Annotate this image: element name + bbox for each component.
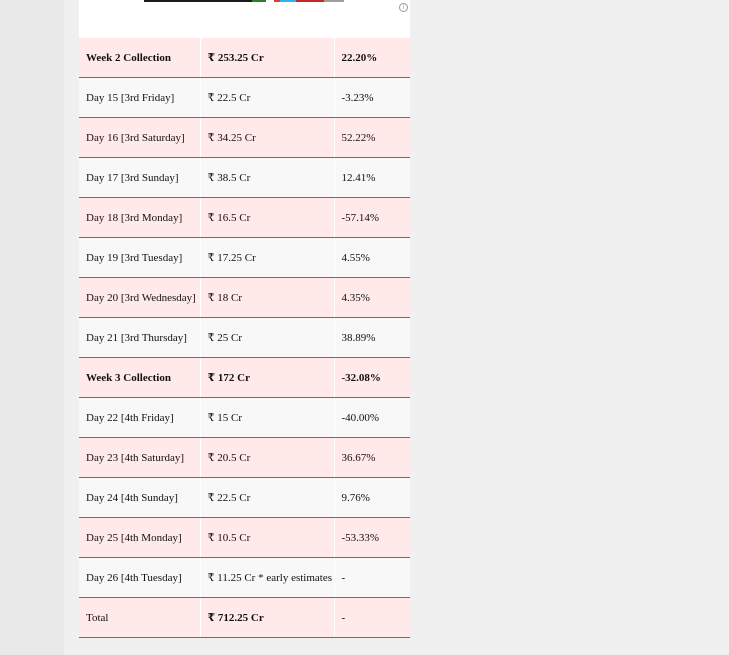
cell-amount: ₹ 18 Cr [200, 277, 335, 318]
cell-amount: ₹ 34.25 Cr [200, 117, 335, 158]
table-row: Total ₹ 712.25 Cr - [79, 597, 410, 638]
cell-amount: ₹ 22.5 Cr [200, 77, 335, 118]
table-row: Day 25 [4th Monday] ₹ 10.5 Cr -53.33% [79, 517, 410, 558]
advertisement-banner[interactable]: i [79, 0, 410, 38]
cell-day: Day 23 [4th Saturday] [79, 437, 201, 478]
cell-amount: ₹ 11.25 Cr * early estimates [200, 557, 335, 598]
table-row: Day 24 [4th Sunday] ₹ 22.5 Cr 9.76% [79, 477, 410, 518]
cell-change: -57.14% [334, 197, 410, 238]
cell-day: Day 25 [4th Monday] [79, 517, 201, 558]
cell-change: 52.22% [334, 117, 410, 158]
cell-amount: ₹ 25 Cr [200, 317, 335, 358]
cell-amount: ₹ 10.5 Cr [200, 517, 335, 558]
cell-day: Total [79, 597, 201, 638]
table-row: Day 26 [4th Tuesday] ₹ 11.25 Cr * early e… [79, 557, 410, 598]
table-row: Day 20 [3rd Wednesday] ₹ 18 Cr 4.35% [79, 277, 410, 318]
cell-day: Day 21 [3rd Thursday] [79, 317, 201, 358]
box-office-table: Week 2 Collection ₹ 253.25 Cr 22.20% Day 15… [79, 38, 410, 638]
table-row: Day 18 [3rd Monday] ₹ 16.5 Cr -57.14% [79, 197, 410, 238]
table-row: Day 21 [3rd Thursday] ₹ 25 Cr 38.89% [79, 317, 410, 358]
cell-amount: ₹ 253.25 Cr [200, 38, 335, 78]
cell-amount: ₹ 172 Cr [200, 357, 335, 398]
cell-day: Week 2 Collection [79, 38, 201, 78]
cell-amount: ₹ 22.5 Cr [200, 477, 335, 518]
cell-change: -40.00% [334, 397, 410, 438]
table-row: Day 17 [3rd Sunday] ₹ 38.5 Cr 12.41% [79, 157, 410, 198]
cell-change: 38.89% [334, 317, 410, 358]
cell-change: -3.23% [334, 77, 410, 118]
cell-day: Day 26 [4th Tuesday] [79, 557, 201, 598]
cell-change: - [334, 557, 410, 598]
cell-day: Week 3 Collection [79, 357, 201, 398]
table-row: Day 19 [3rd Tuesday] ₹ 17.25 Cr 4.55% [79, 237, 410, 278]
cell-day: Day 16 [3rd Saturday] [79, 117, 201, 158]
table-row: Week 3 Collection ₹ 172 Cr -32.08% [79, 357, 410, 398]
cell-amount: ₹ 17.25 Cr [200, 237, 335, 278]
cell-amount: ₹ 15 Cr [200, 397, 335, 438]
cell-change: -53.33% [334, 517, 410, 558]
ad-image-edge[interactable] [144, 0, 344, 2]
cell-day: Day 24 [4th Sunday] [79, 477, 201, 518]
cell-amount: ₹ 38.5 Cr [200, 157, 335, 198]
cell-change: 22.20% [334, 38, 410, 78]
cell-amount: ₹ 16.5 Cr [200, 197, 335, 238]
cell-amount: ₹ 712.25 Cr [200, 597, 335, 638]
cell-day: Day 17 [3rd Sunday] [79, 157, 201, 198]
cell-day: Day 18 [3rd Monday] [79, 197, 201, 238]
cell-day: Day 22 [4th Friday] [79, 397, 201, 438]
cell-day: Day 19 [3rd Tuesday] [79, 237, 201, 278]
table-row: Day 16 [3rd Saturday] ₹ 34.25 Cr 52.22% [79, 117, 410, 158]
cell-change: 12.41% [334, 157, 410, 198]
cell-change: 4.35% [334, 277, 410, 318]
table-row: Day 22 [4th Friday] ₹ 15 Cr -40.00% [79, 397, 410, 438]
cell-day: Day 15 [3rd Friday] [79, 77, 201, 118]
cell-change: 36.67% [334, 437, 410, 478]
adchoices-icon[interactable]: i [399, 3, 408, 12]
cell-amount: ₹ 20.5 Cr [200, 437, 335, 478]
cell-change: 4.55% [334, 237, 410, 278]
cell-day: Day 20 [3rd Wednesday] [79, 277, 201, 318]
table-row: Day 23 [4th Saturday] ₹ 20.5 Cr 36.67% [79, 437, 410, 478]
cell-change: 9.76% [334, 477, 410, 518]
table-row: Week 2 Collection ₹ 253.25 Cr 22.20% [79, 38, 410, 78]
cell-change: - [334, 597, 410, 638]
table-row: Day 15 [3rd Friday] ₹ 22.5 Cr -3.23% [79, 77, 410, 118]
cell-change: -32.08% [334, 357, 410, 398]
